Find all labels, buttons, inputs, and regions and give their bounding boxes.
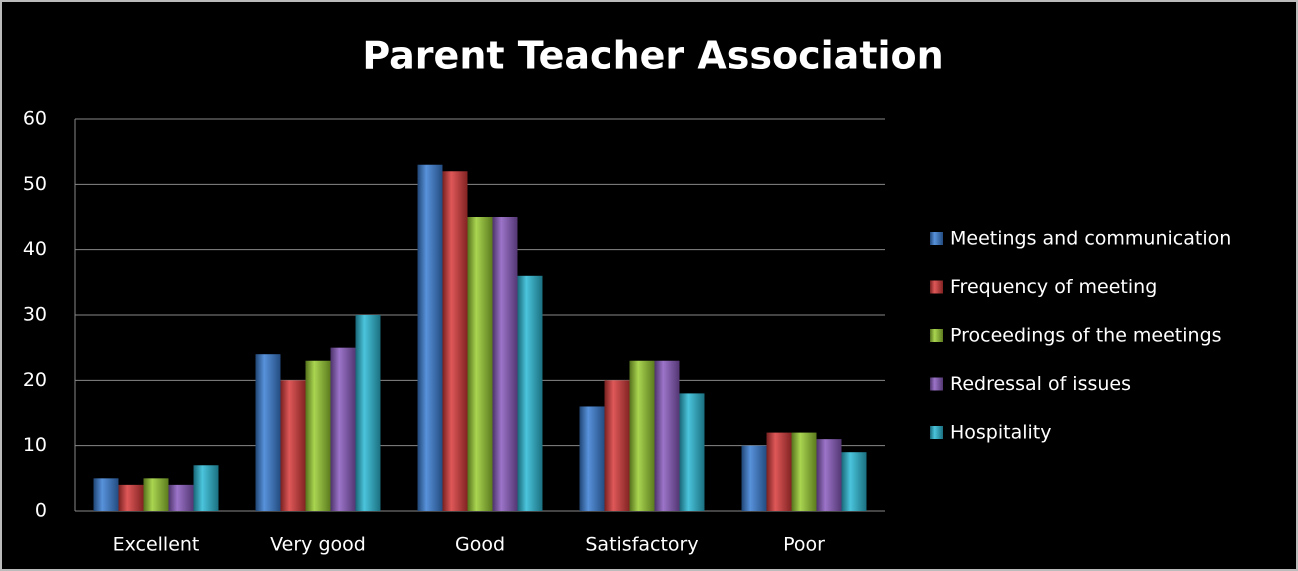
bar <box>492 217 518 511</box>
bar <box>305 360 331 511</box>
bar <box>604 380 630 511</box>
legend-label: Meetings and communication <box>950 228 1231 250</box>
legend-swatch <box>930 426 943 439</box>
legend-swatch <box>930 280 943 294</box>
bar <box>654 360 680 511</box>
legend-swatch <box>930 377 943 391</box>
x-tick-label: Very good <box>270 534 366 556</box>
chart-title: Parent Teacher Association <box>362 34 943 78</box>
bar <box>579 406 605 511</box>
bar <box>118 484 144 511</box>
bar <box>280 380 306 511</box>
bar <box>741 445 767 511</box>
x-tick-label: Satisfactory <box>585 534 698 556</box>
x-tick-label: Poor <box>783 534 825 556</box>
legend-swatch <box>930 232 943 245</box>
y-tick-label: 0 <box>35 500 47 522</box>
bar <box>517 275 543 511</box>
legend-label: Hospitality <box>950 422 1052 444</box>
bar <box>442 171 468 511</box>
y-tick-label: 50 <box>23 173 47 195</box>
bar <box>816 439 842 511</box>
y-tick-label: 10 <box>23 434 47 456</box>
y-tick-label: 20 <box>23 369 47 391</box>
bar <box>679 393 705 511</box>
legend-label: Proceedings of the meetings <box>950 325 1222 347</box>
bar <box>791 432 817 511</box>
bar <box>355 315 381 511</box>
y-tick-label: 30 <box>23 304 47 326</box>
bar <box>629 360 655 511</box>
bar <box>193 465 219 511</box>
bar <box>93 478 119 511</box>
legend-label: Frequency of meeting <box>950 276 1157 298</box>
bar <box>841 452 867 511</box>
bar <box>766 432 792 511</box>
y-tick-label: 60 <box>23 108 47 130</box>
bar <box>168 484 194 511</box>
x-tick-label: Excellent <box>113 534 200 556</box>
legend-label: Redressal of issues <box>950 373 1131 395</box>
legend-swatch <box>930 329 943 342</box>
bar <box>255 354 281 511</box>
y-tick-label: 40 <box>23 238 47 260</box>
bar <box>330 347 356 511</box>
x-tick-label: Good <box>455 534 505 556</box>
bar <box>467 217 493 511</box>
bar <box>417 164 443 511</box>
bar <box>143 478 169 511</box>
